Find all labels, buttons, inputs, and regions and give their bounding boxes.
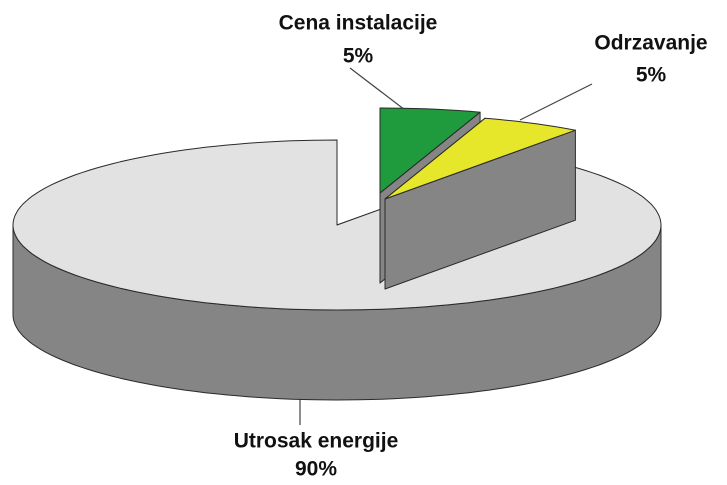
slice-top [384, 117, 576, 200]
leader-line [519, 83, 593, 121]
slice-value-label: 90% [295, 458, 337, 481]
pie-slice [384, 117, 576, 290]
slice-label: Cena instalacije [279, 12, 438, 35]
leader-line [349, 67, 406, 111]
slice-top [379, 107, 481, 194]
slice-label: Odrzavanje [594, 32, 707, 55]
slice-value-label: 5% [343, 45, 374, 68]
slice-label: Utrosak energije [234, 430, 399, 453]
slice-value-label: 5% [636, 64, 667, 87]
